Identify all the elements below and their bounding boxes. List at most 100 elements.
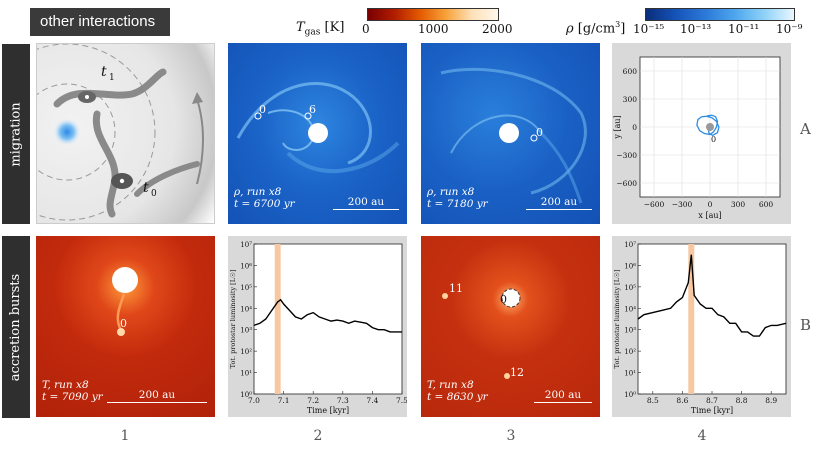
plot-area: [637, 243, 787, 395]
x-tick-label: 7.4: [366, 396, 378, 405]
temperature-panel-8630: 11 0 12 T, run x8 t = 8630 yr 200 au: [421, 236, 600, 417]
y-tick-label: 10⁰: [624, 391, 636, 399]
temperature-tick: 1000: [418, 22, 449, 36]
y-tick-label: 10²: [240, 348, 252, 356]
y-tick-label: 10⁶: [624, 262, 636, 270]
y-axis-label: Tot. protostar luminosity [L☉]: [613, 270, 621, 369]
column-label: 1: [120, 428, 130, 444]
x-tick-label: 8.5: [647, 396, 659, 405]
column-label: 3: [506, 428, 516, 444]
temperature-panel-7090: 0 T, run x8 t = 7090 yr 200 au: [36, 236, 215, 417]
y-tick-label: 10⁵: [240, 284, 252, 292]
y-tick-label: 10¹: [624, 370, 636, 378]
panel-caption: ρ, run x8 t = 7180 yr: [427, 186, 488, 210]
column-label: 2: [313, 428, 323, 444]
panel-caption: T, run x8 t = 8630 yr: [427, 379, 488, 403]
x-tick-label: 7.2: [307, 396, 319, 405]
y-tick-label: −300: [616, 151, 637, 160]
luminosity-chart-panel-2: 10⁰ 10¹ 10² 10³ 10⁴ 10⁵ 10⁶ 10⁷ 8.5 8.6 8.7 8.8 8.9 T…: [612, 236, 791, 417]
y-tick-label: 300: [623, 95, 638, 104]
panel-caption: ρ, run x8 t = 6700 yr: [234, 186, 295, 210]
burst-highlight: [274, 244, 281, 394]
x-tick-label: −300: [672, 200, 693, 209]
planet-label: 0: [500, 293, 507, 306]
x-tick-label: 7.3: [337, 396, 349, 405]
x-tick-label: −600: [644, 200, 665, 209]
y-tick-label: 10⁷: [624, 241, 636, 249]
y-tick-label: 10⁴: [624, 305, 636, 313]
sketch-t1-sub: 1: [109, 73, 115, 83]
panel-caption: T, run x8 t = 7090 yr: [42, 379, 103, 403]
scale-bar: 200 au: [534, 389, 592, 403]
burst-highlight: [688, 244, 695, 394]
planet-label: 12: [510, 366, 524, 379]
x-axis-label: x [au]: [698, 211, 721, 220]
y-tick-label: 10⁰: [240, 391, 252, 399]
trajectory-chart: −600 600 −300 300 0 0 300 −300 600 −600 0 x [au] y […: [613, 56, 781, 220]
x-axis-label: Time [kyr]: [307, 406, 349, 415]
trajectory-line: [696, 114, 720, 137]
trajectory-chart-panel: −600 600 −300 300 0 0 300 −300 600 −600 0 x [au] y […: [612, 43, 791, 224]
density-tick: 10⁻⁹: [776, 22, 803, 36]
row-label-accretion-bursts: accretion bursts: [2, 236, 30, 418]
x-tick-label: 0: [708, 200, 713, 209]
section-tag: other interactions: [30, 8, 170, 36]
temperature-tick: 2000: [482, 22, 513, 36]
trajectory-annotation: 0: [711, 135, 716, 144]
column-label: 4: [697, 428, 707, 444]
planet-label: 0: [259, 103, 266, 116]
x-tick-label: 8.9: [765, 396, 777, 405]
migration-sketch-panel: t 1 t 0: [36, 43, 215, 224]
y-tick-label: 600: [623, 67, 638, 76]
planet-label: 0: [120, 317, 127, 330]
temperature-tick: 0: [362, 22, 370, 36]
density-colorbar-label: ρ [g/cm3]: [566, 20, 626, 37]
luminosity-chart-panel-1: 10⁰ 10¹ 10² 10³ 10⁴ 10⁵ 10⁶ 10⁷ 7.0 7.1 7.2 7.3 7.4 7…: [228, 236, 407, 417]
luminosity-chart-2: 10⁰ 10¹ 10² 10³ 10⁴ 10⁵ 10⁶ 10⁷ 8.5 8.6 8.7 8.8 8.9 T…: [613, 241, 787, 415]
density-tick: 10⁻¹⁵: [633, 22, 665, 36]
density-panel-6700: 0 6 ρ, run x8 t = 6700 yr 200 au: [228, 43, 407, 224]
density-colorbar: [645, 8, 795, 21]
temperature-colorbar-label: Tgas [K]: [296, 20, 345, 38]
x-tick-label: 7.0: [248, 396, 260, 405]
sketch-t1-label: t: [101, 64, 107, 80]
sketch-t0-sub: 0: [151, 189, 157, 199]
x-axis-label: Time [kyr]: [691, 406, 733, 415]
x-tick-label: 8.7: [706, 396, 718, 405]
x-tick-label: 7.1: [278, 396, 290, 405]
planet-label: 11: [449, 282, 463, 295]
scale-bar: 200 au: [526, 196, 592, 210]
row-letter-b: B: [800, 316, 812, 334]
rotation-arrow-icon: [192, 92, 203, 104]
y-tick-label: 10³: [240, 327, 252, 335]
y-tick-label: 10⁴: [240, 305, 252, 313]
density-panel-7180: 0 ρ, run x8 t = 7180 yr 200 au: [421, 43, 600, 224]
x-tick-label: 600: [759, 200, 774, 209]
y-tick-label: 10⁷: [240, 241, 252, 249]
row-letter-a: A: [800, 120, 811, 138]
planet-label: 6: [309, 103, 316, 116]
x-tick-label: 8.8: [736, 396, 748, 405]
y-axis-label: y [au]: [613, 115, 622, 139]
density-tick: 10⁻¹¹: [728, 22, 760, 36]
temperature-colorbar: [367, 8, 499, 21]
scale-bar: 200 au: [333, 196, 399, 210]
x-tick-label: 300: [731, 200, 746, 209]
y-axis-label: Tot. protostar luminosity [L☉]: [229, 270, 237, 369]
migration-sketch: t 1 t 0: [37, 44, 214, 223]
luminosity-line: [253, 298, 402, 333]
scale-bar: 200 au: [107, 389, 207, 403]
y-tick-label: 10¹: [240, 370, 252, 378]
density-tick: 10⁻¹³: [680, 22, 712, 36]
row-label-migration: migration: [2, 44, 30, 224]
y-tick-label: 0: [632, 123, 637, 132]
x-tick-label: 8.6: [676, 396, 688, 405]
y-tick-label: 10⁶: [240, 262, 252, 270]
y-tick-label: −600: [616, 179, 637, 188]
luminosity-line: [637, 254, 787, 337]
y-tick-label: 10²: [624, 348, 636, 356]
y-tick-label: 10⁵: [624, 284, 636, 292]
x-tick-label: 7.5: [396, 396, 407, 405]
sketch-t0-label: t: [143, 180, 149, 196]
luminosity-chart-1: 10⁰ 10¹ 10² 10³ 10⁴ 10⁵ 10⁶ 10⁷ 7.0 7.1 7.2 7.3 7.4 7…: [229, 241, 407, 415]
